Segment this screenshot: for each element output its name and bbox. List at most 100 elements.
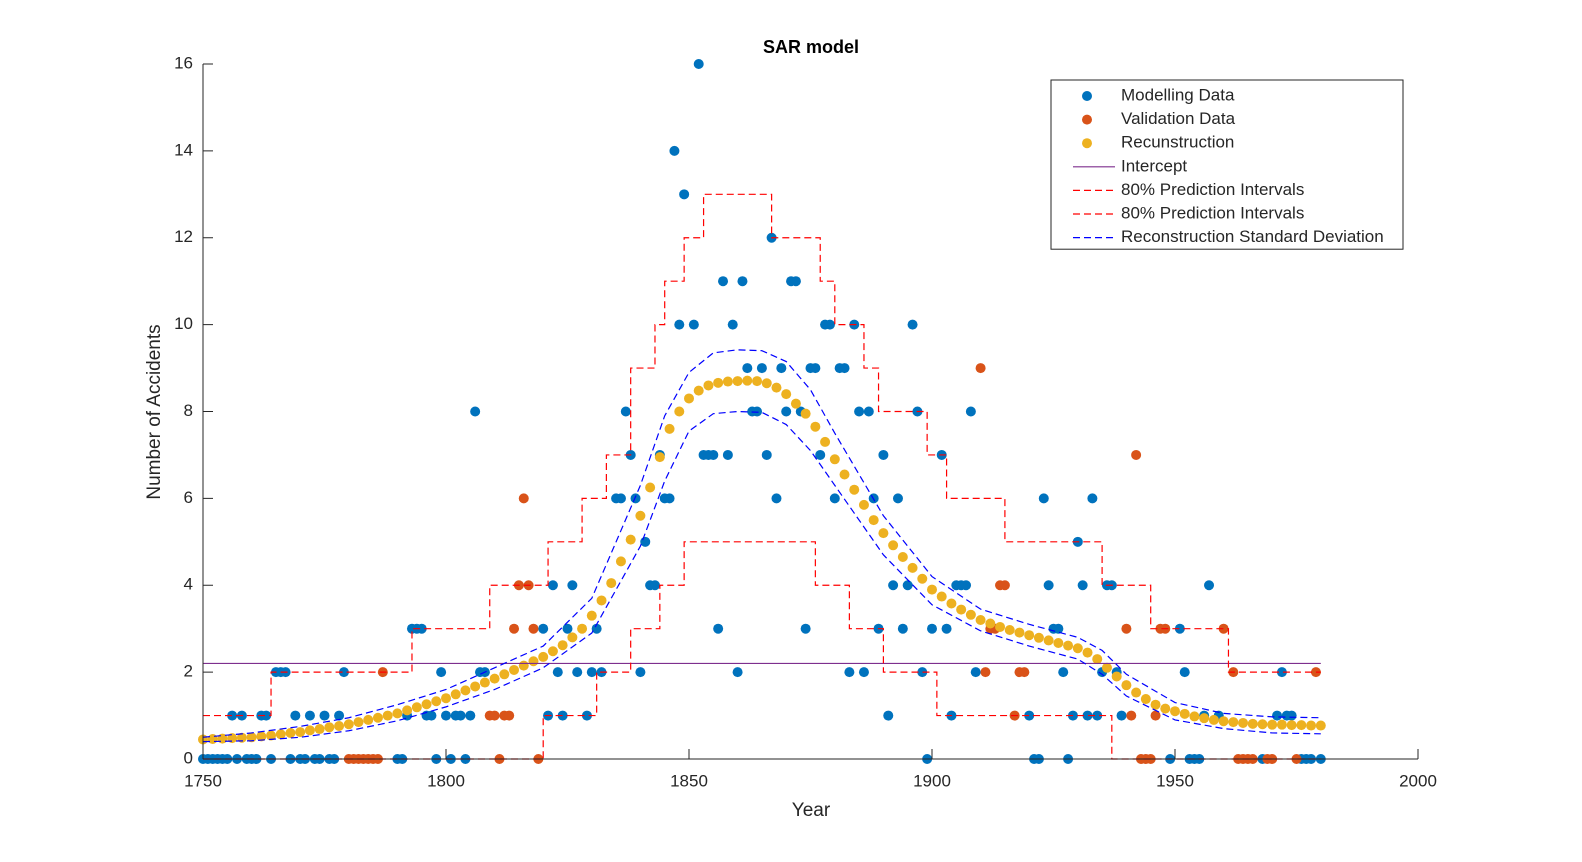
data-point (927, 623, 937, 634)
data-point (1306, 720, 1317, 731)
data-point (518, 660, 529, 671)
data-point (334, 710, 345, 721)
data-point (591, 623, 602, 634)
legend-label: 80% Prediction Intervals (1121, 180, 1304, 199)
data-point (941, 623, 952, 634)
x-tick-label: 1900 (913, 771, 951, 790)
y-tick-label: 16 (174, 53, 193, 72)
data-point (761, 378, 772, 389)
data-point (718, 276, 729, 287)
data-point (586, 610, 597, 621)
data-point (737, 276, 748, 287)
data-point (416, 623, 427, 634)
data-point (615, 556, 626, 567)
data-point (338, 667, 349, 678)
data-point (538, 651, 549, 662)
y-tick-label: 14 (174, 140, 193, 159)
data-point (1092, 654, 1103, 665)
data-point (688, 319, 699, 330)
data-point (436, 667, 447, 678)
data-point (431, 696, 442, 707)
data-point (1218, 623, 1229, 634)
data-point (1053, 638, 1064, 649)
legend-box (1050, 79, 1404, 250)
data-point (1272, 710, 1283, 721)
data-point (892, 493, 903, 504)
data-point (392, 708, 403, 719)
data-point (314, 724, 325, 735)
data-point (965, 406, 976, 417)
legend: Modelling Data Validation Data Recunstruct… (1050, 79, 1404, 250)
data-point (1286, 720, 1297, 731)
data-point (781, 389, 792, 400)
data-point (1179, 708, 1190, 719)
data-point (402, 705, 413, 716)
series-line (203, 193, 1321, 717)
x-tick-label: 1800 (427, 771, 465, 790)
data-point (547, 646, 558, 657)
data-point (635, 667, 646, 678)
data-point (781, 406, 792, 417)
data-point (858, 499, 869, 510)
data-point (1286, 710, 1297, 721)
data-point (713, 377, 724, 388)
data-point (562, 623, 573, 634)
data-point (1077, 580, 1088, 591)
data-point (980, 667, 991, 678)
data-point (596, 595, 607, 606)
data-point (275, 729, 286, 740)
data-point (985, 618, 996, 629)
data-point (266, 730, 277, 741)
data-point (902, 580, 913, 591)
data-point (839, 363, 850, 374)
data-point (965, 609, 976, 620)
data-point (236, 732, 247, 743)
data-point (1170, 706, 1180, 717)
data-point (1101, 662, 1112, 673)
data-point (863, 406, 874, 417)
data-point (1238, 717, 1249, 728)
data-point (703, 380, 714, 391)
x-tick-label: 1950 (1156, 771, 1194, 790)
series-line (202, 349, 1321, 738)
data-point (465, 710, 476, 721)
data-point (625, 534, 636, 545)
data-point (1004, 624, 1015, 635)
data-point (1043, 635, 1054, 646)
data-point (577, 623, 588, 634)
data-point (518, 493, 529, 504)
data-point (1160, 703, 1171, 714)
data-point (654, 452, 665, 463)
data-point (509, 664, 520, 675)
data-point (261, 710, 272, 721)
series-line (203, 541, 1321, 760)
data-point (907, 562, 918, 573)
data-point (1033, 632, 1044, 643)
data-point (975, 363, 986, 374)
data-point (455, 710, 466, 721)
legend-marker (1082, 91, 1092, 101)
data-point (572, 667, 583, 678)
data-point (538, 623, 549, 634)
data-point (319, 710, 330, 721)
legend-label: 80% Prediction Intervals (1121, 203, 1304, 222)
data-point (664, 423, 675, 434)
data-point (839, 469, 850, 480)
data-point (615, 493, 626, 504)
data-point (713, 623, 724, 634)
data-point (897, 623, 908, 634)
data-point (1024, 630, 1035, 641)
data-point (324, 722, 335, 733)
data-point (421, 699, 432, 710)
data-point (372, 712, 383, 723)
data-point (441, 710, 451, 721)
data-point (606, 578, 617, 589)
data-point (509, 623, 520, 634)
y-tick-label: 4 (184, 575, 193, 594)
data-point (815, 449, 826, 460)
data-point (1082, 710, 1093, 721)
data-point (888, 540, 899, 551)
data-point (586, 667, 597, 678)
data-point (1019, 667, 1030, 678)
